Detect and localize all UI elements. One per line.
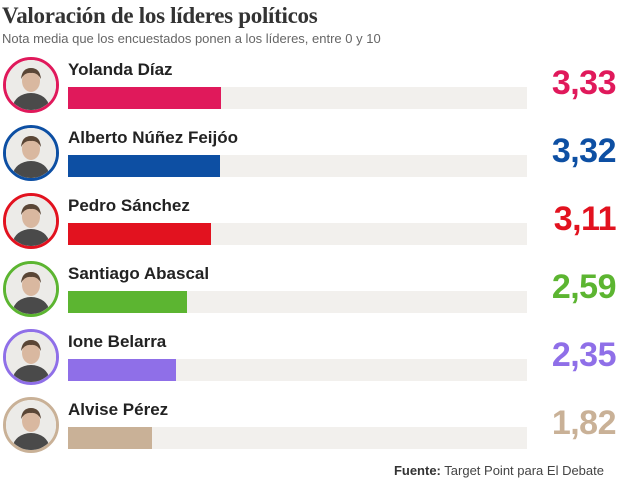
data-label: 1,82 bbox=[551, 404, 617, 442]
bar-list: Yolanda Díaz 3,33 Alberto Núñez Feijóo 3,32… bbox=[0, 56, 620, 464]
data-label: 3,11 bbox=[553, 200, 617, 238]
category-label: Yolanda Díaz bbox=[68, 60, 173, 79]
data-label: 2,35 bbox=[551, 336, 617, 374]
data-label: 3,33 bbox=[551, 64, 617, 102]
bar-row: Alvise Pérez 1,82 bbox=[0, 396, 620, 464]
bar bbox=[68, 427, 152, 449]
bar bbox=[68, 223, 211, 245]
portrait-icon bbox=[3, 57, 59, 113]
bar-track bbox=[68, 87, 527, 109]
bar-row: Pedro Sánchez 3,11 bbox=[0, 192, 620, 260]
source-note: Fuente: Target Point para El Debate bbox=[394, 463, 604, 478]
category-label: Alberto Núñez Feijóo bbox=[68, 128, 238, 147]
bar bbox=[68, 291, 187, 313]
category-label: Ione Belarra bbox=[68, 332, 167, 351]
bar bbox=[68, 359, 176, 381]
bar-track bbox=[68, 427, 527, 449]
portrait-icon bbox=[3, 329, 59, 385]
source-label: Fuente: bbox=[393, 463, 441, 478]
category-label: Alvise Pérez bbox=[68, 400, 169, 419]
chart-subtitle: Nota media que los encuestados ponen a l… bbox=[2, 31, 381, 46]
portrait-icon bbox=[3, 261, 59, 317]
bar-row: Alberto Núñez Feijóo 3,32 bbox=[0, 124, 620, 192]
source-text: Target Point para El Debate bbox=[444, 463, 604, 478]
category-label: Santiago Abascal bbox=[68, 264, 210, 283]
bar-row: Santiago Abascal 2,59 bbox=[0, 260, 620, 328]
category-label: Pedro Sánchez bbox=[68, 196, 190, 215]
portrait-icon bbox=[3, 125, 59, 181]
bar-row: Ione Belarra 2,35 bbox=[0, 328, 620, 396]
bar-row: Yolanda Díaz 3,33 bbox=[0, 56, 620, 124]
portrait-icon bbox=[3, 193, 59, 249]
portrait-icon bbox=[3, 397, 59, 453]
bar-track bbox=[68, 291, 527, 313]
bar-track bbox=[68, 155, 527, 177]
bar bbox=[68, 155, 221, 177]
bar bbox=[68, 87, 221, 109]
data-label: 2,59 bbox=[551, 268, 617, 306]
bar-track bbox=[68, 359, 527, 381]
data-label: 3,32 bbox=[551, 132, 617, 170]
bar-track bbox=[68, 223, 527, 245]
chart-title: Valoración de los líderes políticos bbox=[2, 3, 318, 28]
